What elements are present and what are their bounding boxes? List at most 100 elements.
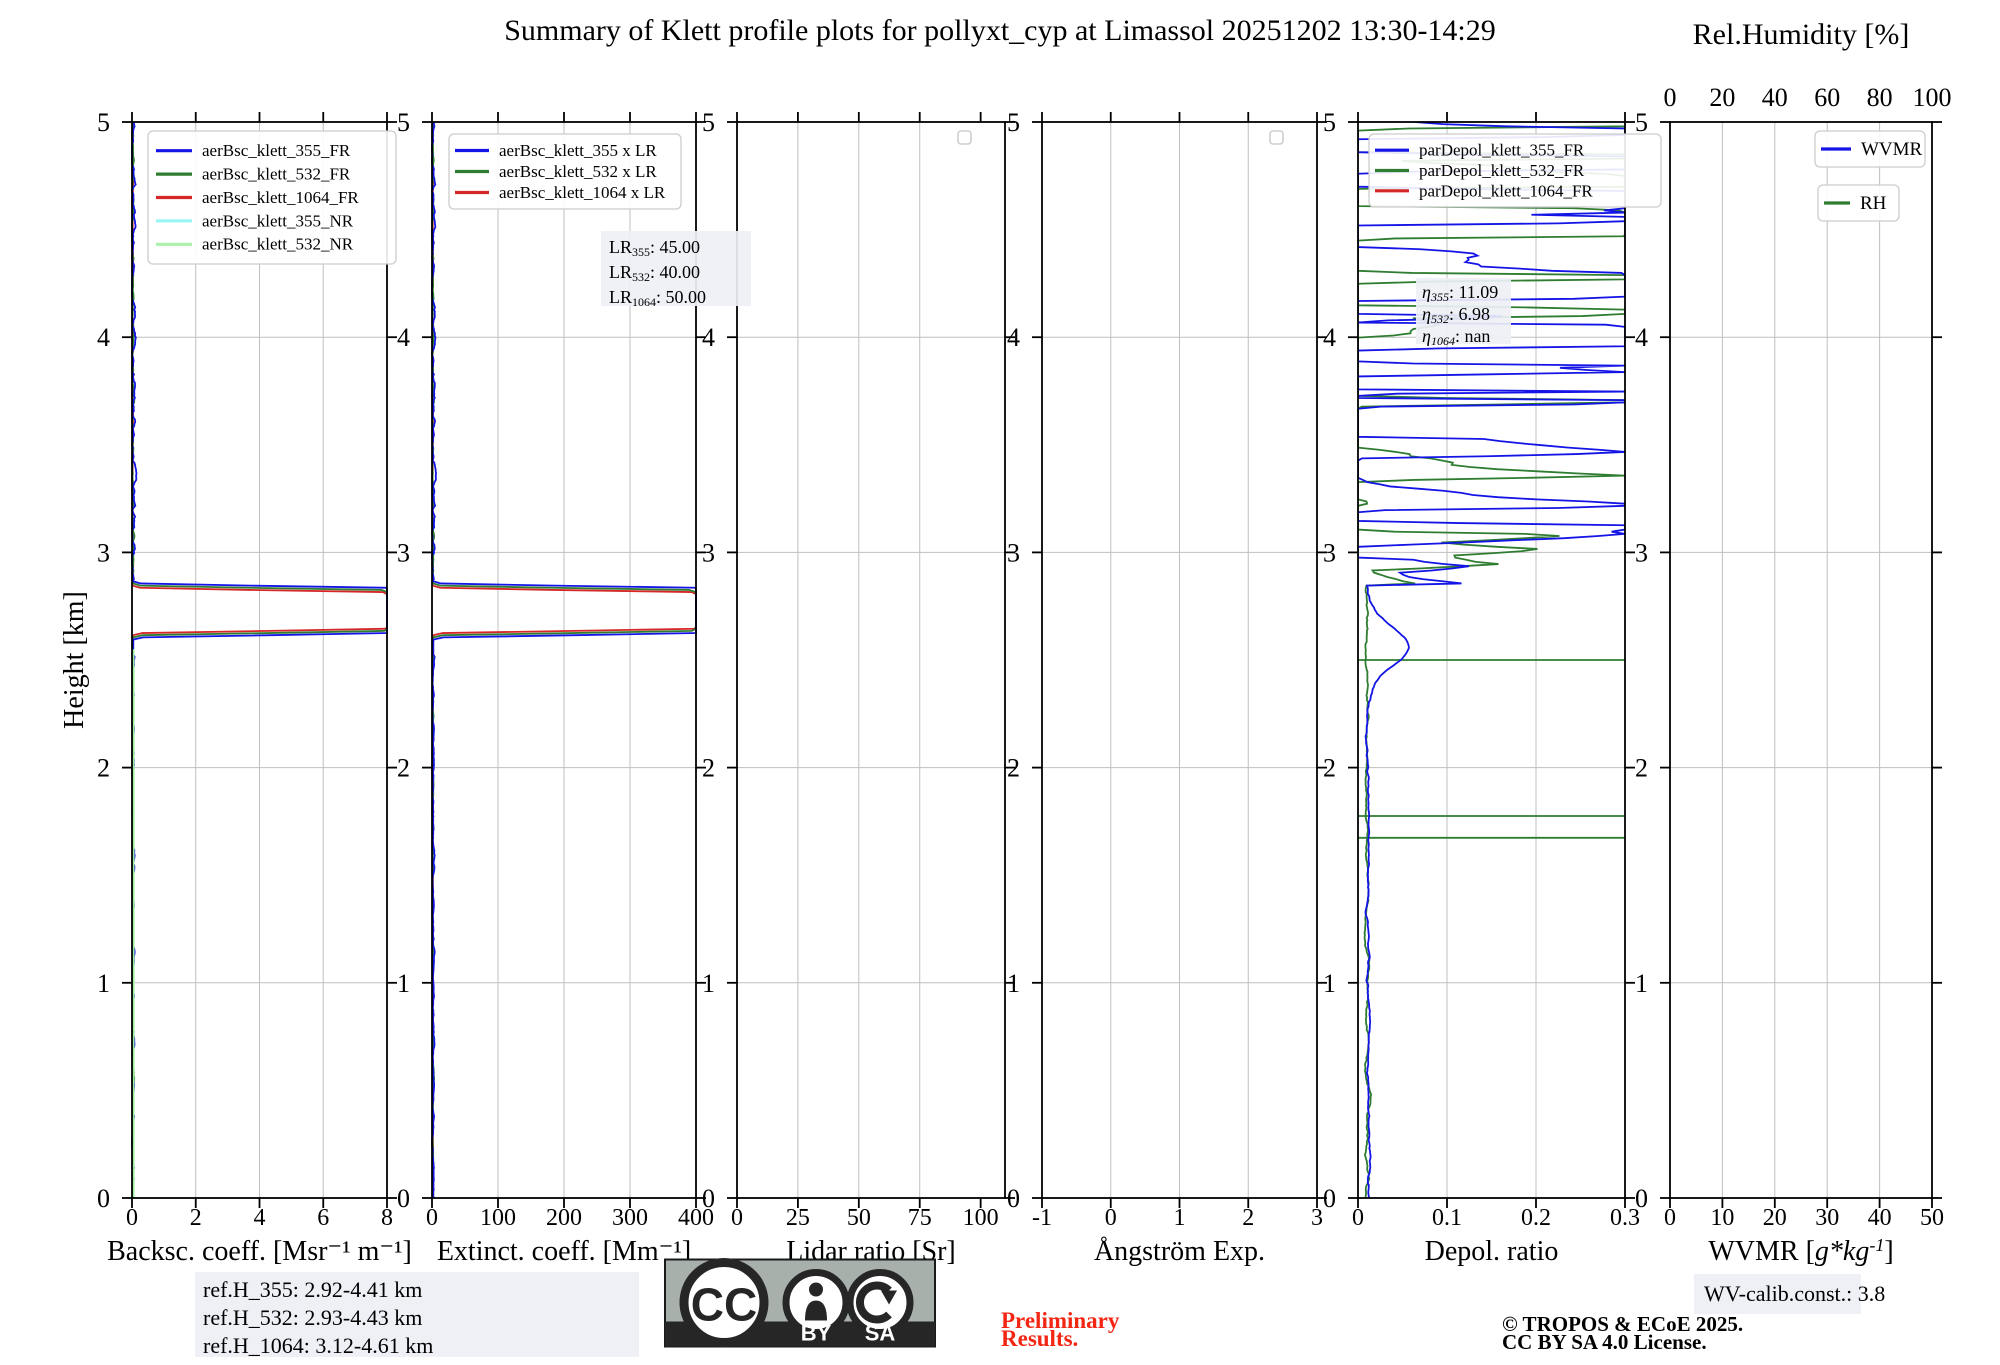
svg-text:100: 100 (963, 1205, 999, 1231)
svg-text:4: 4 (1635, 323, 1648, 352)
svg-text:4: 4 (1007, 323, 1020, 352)
svg-text:40: 40 (1868, 1205, 1892, 1231)
svg-text:25: 25 (786, 1205, 810, 1231)
svg-text:3: 3 (1007, 538, 1020, 567)
svg-text:2: 2 (1242, 1205, 1254, 1231)
svg-text:2: 2 (1323, 754, 1336, 783)
svg-text:LR532: 40.00: LR532: 40.00 (609, 262, 700, 284)
svg-text:5: 5 (1007, 108, 1020, 137)
svg-text:1: 1 (702, 969, 715, 998)
svg-text:aerBsc_klett_1064 x LR: aerBsc_klett_1064 x LR (499, 183, 666, 202)
svg-text:aerBsc_klett_532_FR: aerBsc_klett_532_FR (202, 165, 351, 184)
svg-text:6: 6 (317, 1205, 329, 1231)
svg-text:0: 0 (1323, 1184, 1336, 1213)
svg-text:Rel.Humidity [%]: Rel.Humidity [%] (1693, 18, 1910, 51)
svg-text:10: 10 (1710, 1205, 1734, 1231)
svg-text:1: 1 (97, 969, 110, 998)
svg-text:0: 0 (126, 1205, 138, 1231)
svg-text:60: 60 (1814, 83, 1840, 112)
svg-text:5: 5 (397, 108, 410, 137)
svg-text:parDepol_klett_355_FR: parDepol_klett_355_FR (1419, 141, 1585, 160)
svg-text:RH: RH (1860, 193, 1887, 214)
svg-text:aerBsc_klett_532 x LR: aerBsc_klett_532 x LR (499, 162, 657, 181)
svg-text:0: 0 (1352, 1205, 1364, 1231)
svg-text:4: 4 (1323, 323, 1336, 352)
svg-text:0: 0 (1664, 83, 1677, 112)
svg-text:ref.H_1064: 3.12-4.61 km: ref.H_1064: 3.12-4.61 km (203, 1333, 433, 1358)
svg-text:0: 0 (1105, 1205, 1117, 1231)
svg-text:aerBsc_klett_532_NR: aerBsc_klett_532_NR (202, 235, 354, 254)
svg-text:LR355: 45.00: LR355: 45.00 (609, 237, 700, 259)
svg-text:5: 5 (702, 108, 715, 137)
svg-text:aerBsc_klett_1064_FR: aerBsc_klett_1064_FR (202, 188, 359, 207)
svg-text:3: 3 (1323, 538, 1336, 567)
svg-text:WVMR [g*kg-1]: WVMR [g*kg-1] (1708, 1235, 1893, 1267)
svg-text:2: 2 (702, 754, 715, 783)
svg-text:5: 5 (1323, 108, 1336, 137)
svg-text:-1: -1 (1032, 1205, 1052, 1231)
svg-text:2: 2 (97, 754, 110, 783)
svg-text:80: 80 (1867, 83, 1893, 112)
svg-text:75: 75 (908, 1205, 932, 1231)
svg-text:4: 4 (702, 323, 715, 352)
svg-text:2: 2 (397, 754, 410, 783)
svg-text:20: 20 (1709, 83, 1735, 112)
svg-text:0: 0 (1007, 1184, 1020, 1213)
svg-text:0.2: 0.2 (1521, 1205, 1551, 1231)
svg-text:LR1064: 50.00: LR1064: 50.00 (609, 287, 706, 309)
svg-text:WV-calib.const.: 3.8: WV-calib.const.: 3.8 (1704, 1281, 1885, 1306)
svg-text:30: 30 (1815, 1205, 1839, 1231)
svg-text:3: 3 (397, 538, 410, 567)
svg-text:aerBsc_klett_355_FR: aerBsc_klett_355_FR (202, 141, 351, 160)
svg-text:40: 40 (1762, 83, 1788, 112)
svg-text:0: 0 (731, 1205, 743, 1231)
svg-text:1: 1 (397, 969, 410, 998)
svg-text:20: 20 (1763, 1205, 1787, 1231)
svg-text:Backsc. coeff. [Msr⁻¹ m⁻¹]: Backsc. coeff. [Msr⁻¹ m⁻¹] (107, 1236, 412, 1267)
svg-text:300: 300 (612, 1205, 648, 1231)
svg-text:Summary of Klett profile plots: Summary of Klett profile plots for polly… (504, 14, 1496, 47)
svg-text:WVMR: WVMR (1861, 139, 1923, 160)
svg-text:2: 2 (1007, 754, 1020, 783)
svg-text:ref.H_355: 2.92-4.41 km: ref.H_355: 2.92-4.41 km (203, 1277, 422, 1302)
svg-text:1: 1 (1007, 969, 1020, 998)
svg-text:BY: BY (801, 1321, 832, 1346)
svg-text:0: 0 (426, 1205, 438, 1231)
svg-text:Results.: Results. (1001, 1326, 1078, 1351)
svg-text:Extinct. coeff. [Mm⁻¹]: Extinct. coeff. [Mm⁻¹] (437, 1236, 691, 1267)
svg-text:8: 8 (381, 1205, 393, 1231)
svg-text:3: 3 (1635, 538, 1648, 567)
svg-text:100: 100 (1913, 83, 1952, 112)
svg-text:1: 1 (1174, 1205, 1186, 1231)
svg-text:Depol. ratio: Depol. ratio (1425, 1236, 1559, 1267)
svg-text:aerBsc_klett_355_NR: aerBsc_klett_355_NR (202, 211, 354, 230)
svg-text:parDepol_klett_1064_FR: parDepol_klett_1064_FR (1419, 181, 1593, 200)
svg-text:0: 0 (1635, 1184, 1648, 1213)
svg-text:CC: CC (691, 1279, 757, 1331)
svg-text:3: 3 (97, 538, 110, 567)
svg-text:50: 50 (1920, 1205, 1944, 1231)
svg-text:ref.H_532: 2.93-4.43 km: ref.H_532: 2.93-4.43 km (203, 1305, 422, 1330)
svg-text:1: 1 (1323, 969, 1336, 998)
svg-text:parDepol_klett_532_FR: parDepol_klett_532_FR (1419, 161, 1585, 180)
svg-text:0: 0 (1664, 1205, 1676, 1231)
svg-text:aerBsc_klett_355 x LR: aerBsc_klett_355 x LR (499, 141, 657, 160)
svg-text:200: 200 (546, 1205, 582, 1231)
svg-text:50: 50 (847, 1205, 871, 1231)
svg-text:3: 3 (1311, 1205, 1323, 1231)
svg-text:SA: SA (865, 1321, 896, 1346)
svg-text:4: 4 (97, 323, 110, 352)
svg-text:1: 1 (1635, 969, 1648, 998)
svg-text:Height [km]: Height [km] (59, 591, 90, 729)
svg-text:3: 3 (702, 538, 715, 567)
svg-text:CC BY SA 4.0 License.: CC BY SA 4.0 License. (1502, 1330, 1707, 1354)
svg-text:0: 0 (97, 1184, 110, 1213)
svg-text:5: 5 (97, 108, 110, 137)
svg-text:2: 2 (190, 1205, 202, 1231)
svg-text:5: 5 (1635, 108, 1648, 137)
svg-text:0: 0 (702, 1184, 715, 1213)
svg-text:Ångström Exp.: Ångström Exp. (1094, 1236, 1265, 1267)
svg-text:100: 100 (480, 1205, 516, 1231)
svg-text:2: 2 (1635, 754, 1648, 783)
svg-text:0.1: 0.1 (1432, 1205, 1462, 1231)
